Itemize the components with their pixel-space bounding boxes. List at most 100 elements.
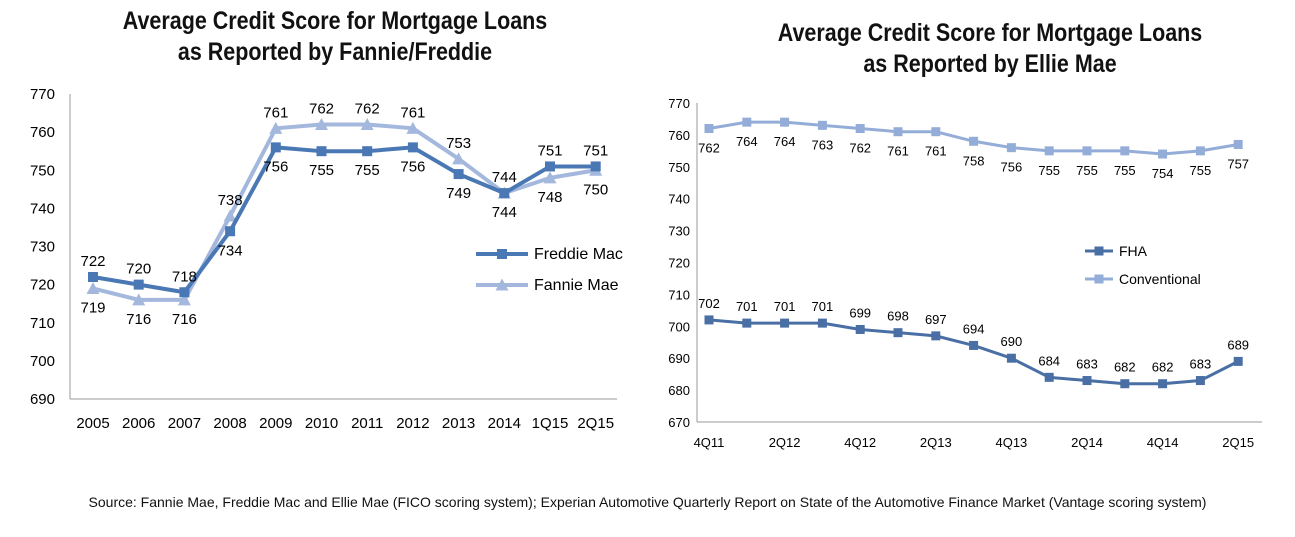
right-data-label-conventional: 757 (1227, 156, 1249, 171)
left-series-point-1 (315, 118, 328, 130)
right-data-label-fha: 689 (1227, 337, 1249, 352)
right-legend-label-1: Conventional (1119, 271, 1201, 287)
right-y-tick-label: 770 (668, 96, 690, 111)
right-series-point-1 (780, 117, 790, 127)
right-series-point-1 (1044, 146, 1054, 156)
right-data-label-conventional: 761 (925, 144, 947, 159)
left-series-point-0 (270, 142, 281, 153)
left-x-tick-label: 1Q15 (532, 415, 569, 432)
left-series-point-1 (452, 152, 466, 165)
right-series-point-0 (855, 324, 865, 334)
right-data-label-fha: 697 (925, 312, 947, 327)
left-data-label-upper: 738 (218, 192, 243, 209)
right-legend-label-0: FHA (1119, 243, 1148, 259)
right-data-label-fha: 694 (963, 321, 985, 336)
left-series-point-0 (88, 272, 98, 282)
left-x-tick-label: 2005 (76, 415, 109, 432)
left-x-tick-label: 2008 (213, 415, 246, 432)
right-data-label-conventional: 763 (812, 137, 834, 152)
left-y-tick-label: 700 (30, 353, 55, 370)
right-data-label-fha: 701 (736, 299, 758, 314)
right-x-tick-label: 2Q12 (769, 435, 801, 450)
right-series-point-1 (817, 120, 827, 130)
right-series-point-0 (1233, 356, 1243, 366)
left-legend-marker-0 (497, 249, 507, 259)
left-data-label-upper: 753 (446, 135, 471, 152)
right-legend-marker-1 (1094, 274, 1104, 284)
left-data-label-lower: 756 (263, 158, 288, 175)
right-series-point-1 (855, 124, 865, 134)
left-data-label-upper: 722 (80, 253, 105, 270)
left-x-tick-label: 2012 (396, 415, 429, 432)
right-series-point-1 (704, 124, 714, 134)
left-x-tick-label: 2011 (351, 415, 383, 432)
left-series-point-1 (132, 293, 146, 306)
right-data-label-conventional: 755 (1114, 163, 1136, 178)
left-data-label-upper: 718 (172, 268, 197, 285)
right-chart-title: Average Credit Score for Mortgage Loans … (706, 18, 1274, 80)
left-series-point-1 (86, 281, 100, 294)
right-data-label-fha: 701 (812, 299, 834, 314)
left-data-label-upper: 761 (400, 104, 425, 121)
left-x-tick-label: 2009 (259, 415, 292, 432)
right-series-point-1 (1006, 143, 1016, 153)
left-series-point-0 (407, 142, 418, 153)
left-data-label-lower: 716 (126, 311, 151, 328)
right-data-label-conventional: 756 (1001, 160, 1023, 175)
left-series-point-0 (179, 287, 190, 298)
left-series-point-0 (133, 279, 144, 290)
left-y-tick-label: 720 (30, 277, 55, 294)
right-data-label-fha: 690 (1001, 334, 1023, 349)
left-legend-marker-1 (495, 278, 509, 291)
right-x-tick-label: 2Q14 (1071, 435, 1103, 450)
right-data-label-fha: 683 (1190, 357, 1212, 372)
right-data-label-conventional: 764 (774, 134, 796, 149)
right-data-label-conventional: 764 (736, 134, 758, 149)
right-data-label-fha: 699 (849, 305, 871, 320)
left-series-point-1 (406, 121, 420, 134)
right-series-point-1 (1120, 146, 1130, 156)
left-series-point-1 (543, 171, 557, 184)
right-series-point-0 (704, 315, 714, 325)
right-series-point-1 (1158, 149, 1168, 159)
left-y-tick-label: 760 (30, 124, 55, 141)
right-series-point-1 (893, 127, 903, 137)
left-series-point-0 (545, 161, 555, 172)
left-y-tick-label: 690 (30, 391, 55, 408)
left-data-label-lower: 716 (172, 311, 197, 328)
left-series-point-0 (590, 161, 601, 172)
right-x-tick-label: 4Q11 (694, 435, 725, 450)
left-x-tick-label: 2013 (442, 415, 475, 432)
left-x-tick-label: 2006 (122, 415, 155, 432)
left-series-point-0 (453, 169, 464, 180)
right-series-point-0 (1044, 372, 1054, 382)
left-x-tick-label: 2007 (168, 415, 201, 432)
right-data-label-conventional: 755 (1190, 163, 1212, 178)
left-data-label-lower: 744 (492, 204, 517, 221)
left-y-tick-label: 750 (30, 162, 55, 179)
right-data-label-fha: 683 (1076, 357, 1098, 372)
right-series-point-0 (1158, 379, 1168, 389)
right-series-point-0 (1082, 376, 1092, 386)
right-x-tick-label: 4Q12 (844, 435, 876, 450)
right-data-label-conventional: 762 (849, 141, 871, 156)
right-series-point-1 (1082, 146, 1092, 156)
left-data-label-upper: 762 (355, 101, 380, 118)
right-y-tick-label: 700 (668, 319, 690, 334)
right-series-point-0 (817, 318, 827, 328)
right-data-label-conventional: 755 (1038, 163, 1060, 178)
left-series-line-0 (92, 145, 596, 295)
right-data-label-fha: 702 (698, 296, 720, 311)
right-series-point-0 (969, 340, 979, 350)
right-data-label-fha: 682 (1152, 360, 1174, 375)
left-legend-label-0: Freddie Mac (534, 246, 623, 263)
left-data-label-lower: 756 (400, 158, 425, 175)
left-chart-title-line-1: Average Credit Score for Mortgage Loans (122, 7, 548, 35)
right-y-tick-label: 710 (668, 287, 690, 302)
left-chart-title: Average Credit Score for Mortgage Loans … (47, 6, 623, 68)
left-data-label-upper: 720 (126, 261, 151, 278)
left-data-label-upper: 761 (263, 104, 288, 121)
left-data-label-upper: 762 (309, 101, 334, 118)
right-data-label-fha: 682 (1114, 360, 1136, 375)
